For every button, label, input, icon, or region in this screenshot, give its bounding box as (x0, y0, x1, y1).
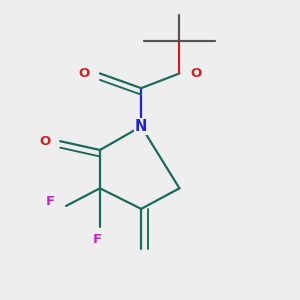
Text: F: F (92, 233, 102, 246)
Text: N: N (135, 119, 147, 134)
Text: O: O (78, 67, 89, 80)
Text: O: O (40, 135, 51, 148)
Text: F: F (45, 195, 55, 208)
Text: O: O (190, 67, 201, 80)
